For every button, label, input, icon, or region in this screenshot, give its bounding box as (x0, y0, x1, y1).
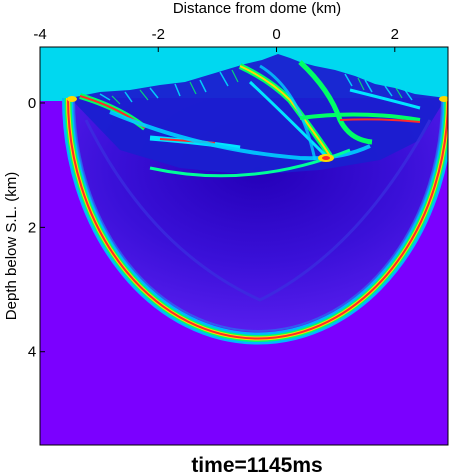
y-tick-label: 4 (28, 344, 36, 361)
plot-frame (39, 46, 449, 446)
reflection-band-c (109, 110, 371, 161)
surface-scatter (99, 71, 413, 103)
x-tick-label: -2 (152, 26, 165, 43)
focus-spot-core (322, 156, 330, 160)
reflection-band-f (349, 88, 421, 110)
x-tick-label: 2 (391, 26, 399, 43)
y-tick-label: 2 (28, 219, 36, 236)
reflection-band-e (299, 112, 421, 122)
surface-scatter-green (111, 69, 403, 105)
dome-arc-steep (259, 64, 317, 161)
dome-arc-left-core (239, 65, 331, 157)
x-tick-label: -4 (33, 26, 46, 43)
reflection-band-e-core (339, 118, 421, 123)
dome-arc-right (298, 60, 373, 145)
dome-arc-inner (248, 80, 332, 162)
right-surface-spot (439, 96, 448, 102)
y-axis: 0 2 4 (28, 95, 45, 361)
y-tick-label: 0 (28, 95, 36, 112)
x-tick-label: 0 (272, 26, 280, 43)
y-axis-title: Depth below S.L. (km) (3, 172, 20, 320)
scatter-zone (70, 54, 446, 175)
x-axis: -4 -2 0 2 (33, 26, 399, 52)
time-caption: time=1145ms (191, 454, 322, 476)
x-axis-title: Distance from dome (km) (173, 0, 341, 17)
plot-area (40, 47, 448, 445)
inner-wavefront-2 (84, 119, 432, 302)
main-wavefront-core (67, 97, 448, 340)
inner-wavefront-1 (73, 97, 443, 333)
left-surface-spot (67, 96, 77, 102)
